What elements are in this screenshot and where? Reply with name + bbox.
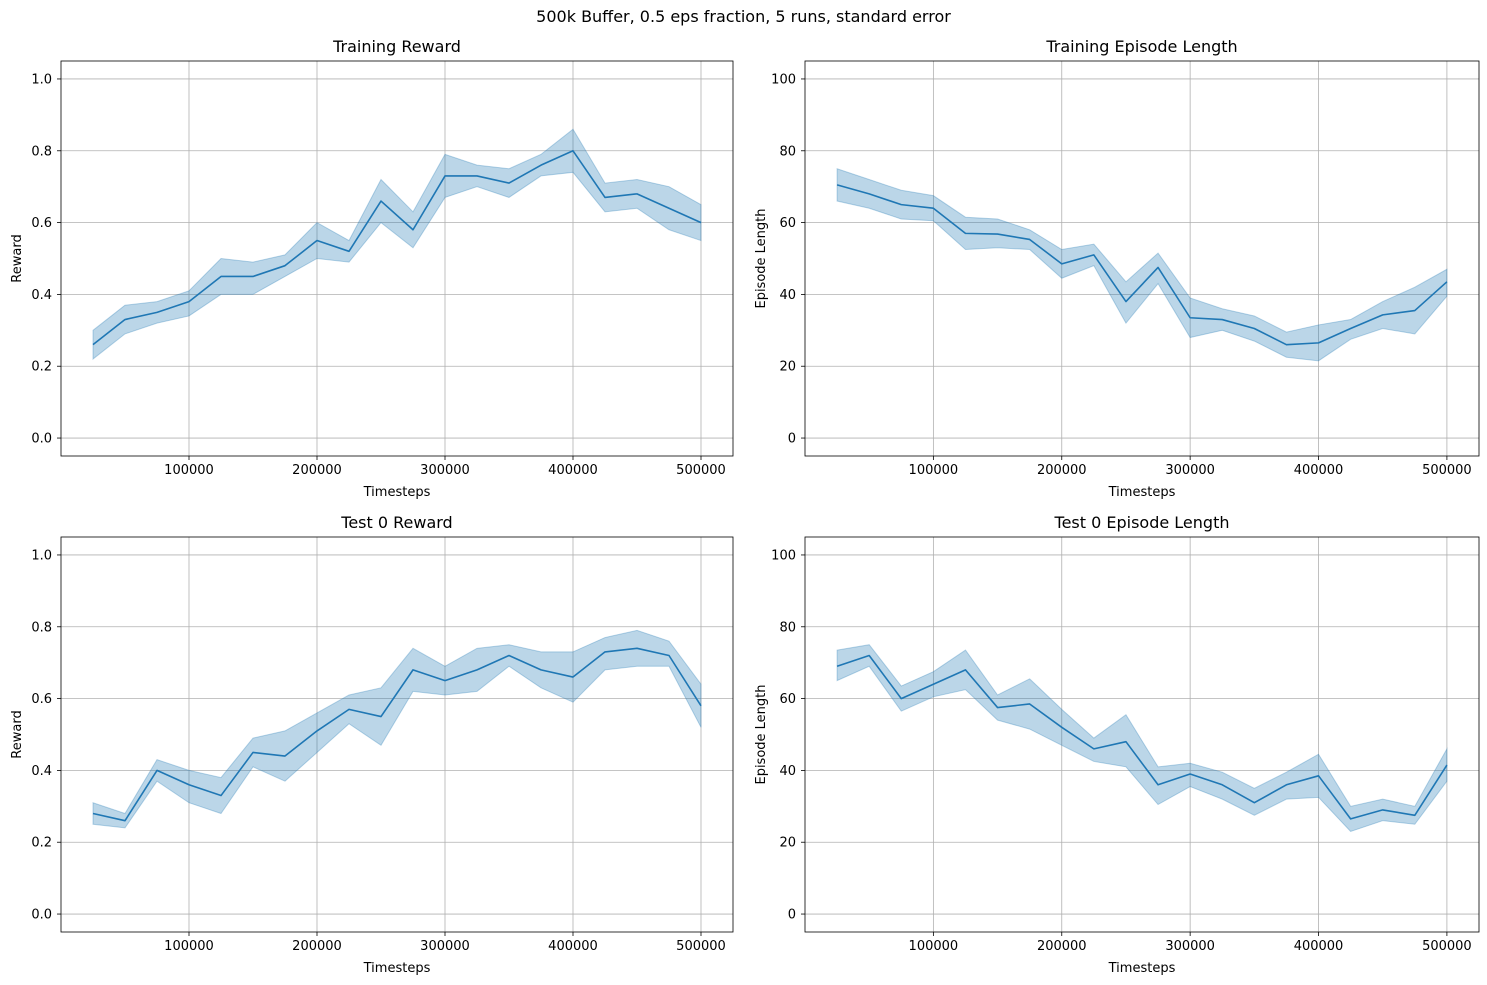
y-tick-label: 20 [779, 836, 796, 851]
x-tick-label: 500000 [1422, 939, 1472, 954]
x-tick-label: 400000 [548, 463, 598, 478]
x-tick-label: 400000 [1294, 939, 1344, 954]
subplot-title: Test 0 Episode Length [1054, 513, 1230, 532]
error-band [92, 128, 702, 361]
y-tick-label: 0.2 [31, 360, 52, 375]
subplot-test-0-reward: 100000 200000 300000 400000 500000 0.0 0.2 0.4 0… [10, 513, 734, 976]
y-tick-label: 0.4 [31, 288, 52, 303]
y-tick-label: 0.6 [31, 216, 52, 231]
y-tick-label: 100 [771, 548, 796, 563]
y-tick-label: 60 [779, 692, 796, 707]
y-tick-label: 0.8 [31, 620, 52, 635]
x-tick-label: 200000 [1037, 463, 1087, 478]
error-band [836, 168, 1448, 362]
axes-frame [60, 60, 734, 457]
x-axis-label: Timesteps [363, 961, 431, 976]
subplot-title: Test 0 Reward [340, 513, 452, 532]
x-tick-label: 300000 [420, 463, 470, 478]
x-tick-label: 200000 [292, 939, 342, 954]
x-tick-label: 200000 [292, 463, 342, 478]
x-tick-label: 400000 [1294, 463, 1344, 478]
y-tick-label: 100 [771, 72, 796, 87]
y-tick-label: 0 [788, 908, 796, 923]
x-tick-label: 100000 [164, 939, 214, 954]
x-tick-label: 400000 [548, 939, 598, 954]
x-axis-label: Timesteps [1108, 961, 1176, 976]
y-tick-label: 60 [779, 216, 796, 231]
mean-line [836, 654, 1448, 820]
mean-line [92, 149, 702, 346]
x-tick-label: 500000 [676, 939, 726, 954]
x-tick-label: 500000 [676, 463, 726, 478]
x-axis-label: Timesteps [363, 485, 431, 500]
y-tick-label: 80 [779, 620, 796, 635]
x-tick-label: 200000 [1037, 939, 1087, 954]
x-tick-label: 300000 [1165, 463, 1215, 478]
y-tick-label: 0 [788, 432, 796, 447]
y-axis-label: Episode Length [754, 684, 769, 784]
y-tick-label: 1.0 [31, 548, 52, 563]
x-tick-label: 500000 [1422, 463, 1472, 478]
y-tick-label: 80 [779, 144, 796, 159]
subplot-test-0-episode-length: 100000 200000 300000 400000 500000 0 20 40 60 80 1… [754, 513, 1480, 976]
error-band [92, 629, 702, 829]
subplot-title: Training Reward [332, 37, 461, 56]
y-tick-label: 1.0 [31, 72, 52, 87]
y-tick-label: 0.0 [31, 432, 52, 447]
y-tick-label: 0.4 [31, 764, 52, 779]
y-tick-label: 40 [779, 764, 796, 779]
y-tick-label: 40 [779, 288, 796, 303]
y-axis-label: Episode Length [754, 208, 769, 308]
y-axis-label: Reward [10, 234, 25, 282]
x-tick-label: 300000 [420, 939, 470, 954]
subplot-training-reward: 100000 200000 300000 400000 500000 0.0 0.2 0.4 0… [10, 37, 734, 500]
y-tick-label: 0.2 [31, 836, 52, 851]
x-tick-label: 100000 [909, 463, 959, 478]
x-axis-label: Timesteps [1108, 485, 1176, 500]
y-axis-label: Reward [10, 710, 25, 758]
figure-title: 500k Buffer, 0.5 eps fraction, 5 runs, s… [536, 7, 951, 26]
mean-line [836, 184, 1448, 346]
y-tick-label: 0.8 [31, 144, 52, 159]
subplot-title: Training Episode Length [1045, 37, 1237, 56]
subplot-training-episode-length: 100000 200000 300000 400000 500000 0 20 40 60 80 1… [754, 37, 1480, 500]
x-tick-label: 100000 [909, 939, 959, 954]
x-tick-label: 300000 [1165, 939, 1215, 954]
error-band [836, 644, 1448, 833]
axes-frame [804, 536, 1480, 933]
y-tick-label: 0.0 [31, 908, 52, 923]
y-tick-label: 20 [779, 360, 796, 375]
axes-frame [804, 60, 1480, 457]
mean-line [92, 647, 702, 822]
x-tick-label: 100000 [164, 463, 214, 478]
y-tick-label: 0.6 [31, 692, 52, 707]
axes-frame [60, 536, 734, 933]
